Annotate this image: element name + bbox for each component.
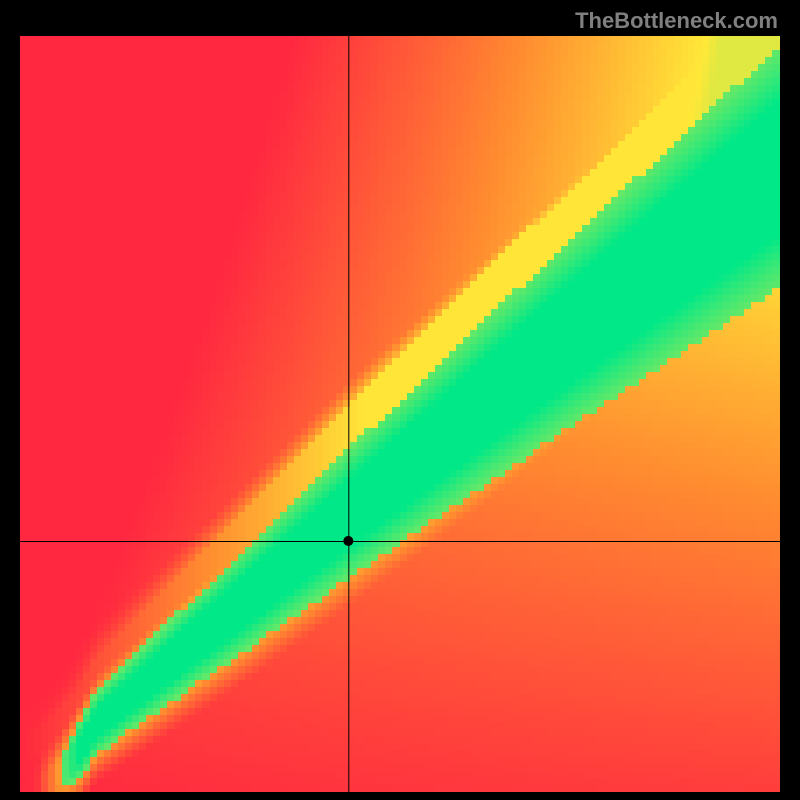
bottleneck-heatmap-container bbox=[20, 36, 780, 792]
crosshair-overlay bbox=[20, 36, 780, 792]
watermark-text: TheBottleneck.com bbox=[575, 8, 778, 34]
